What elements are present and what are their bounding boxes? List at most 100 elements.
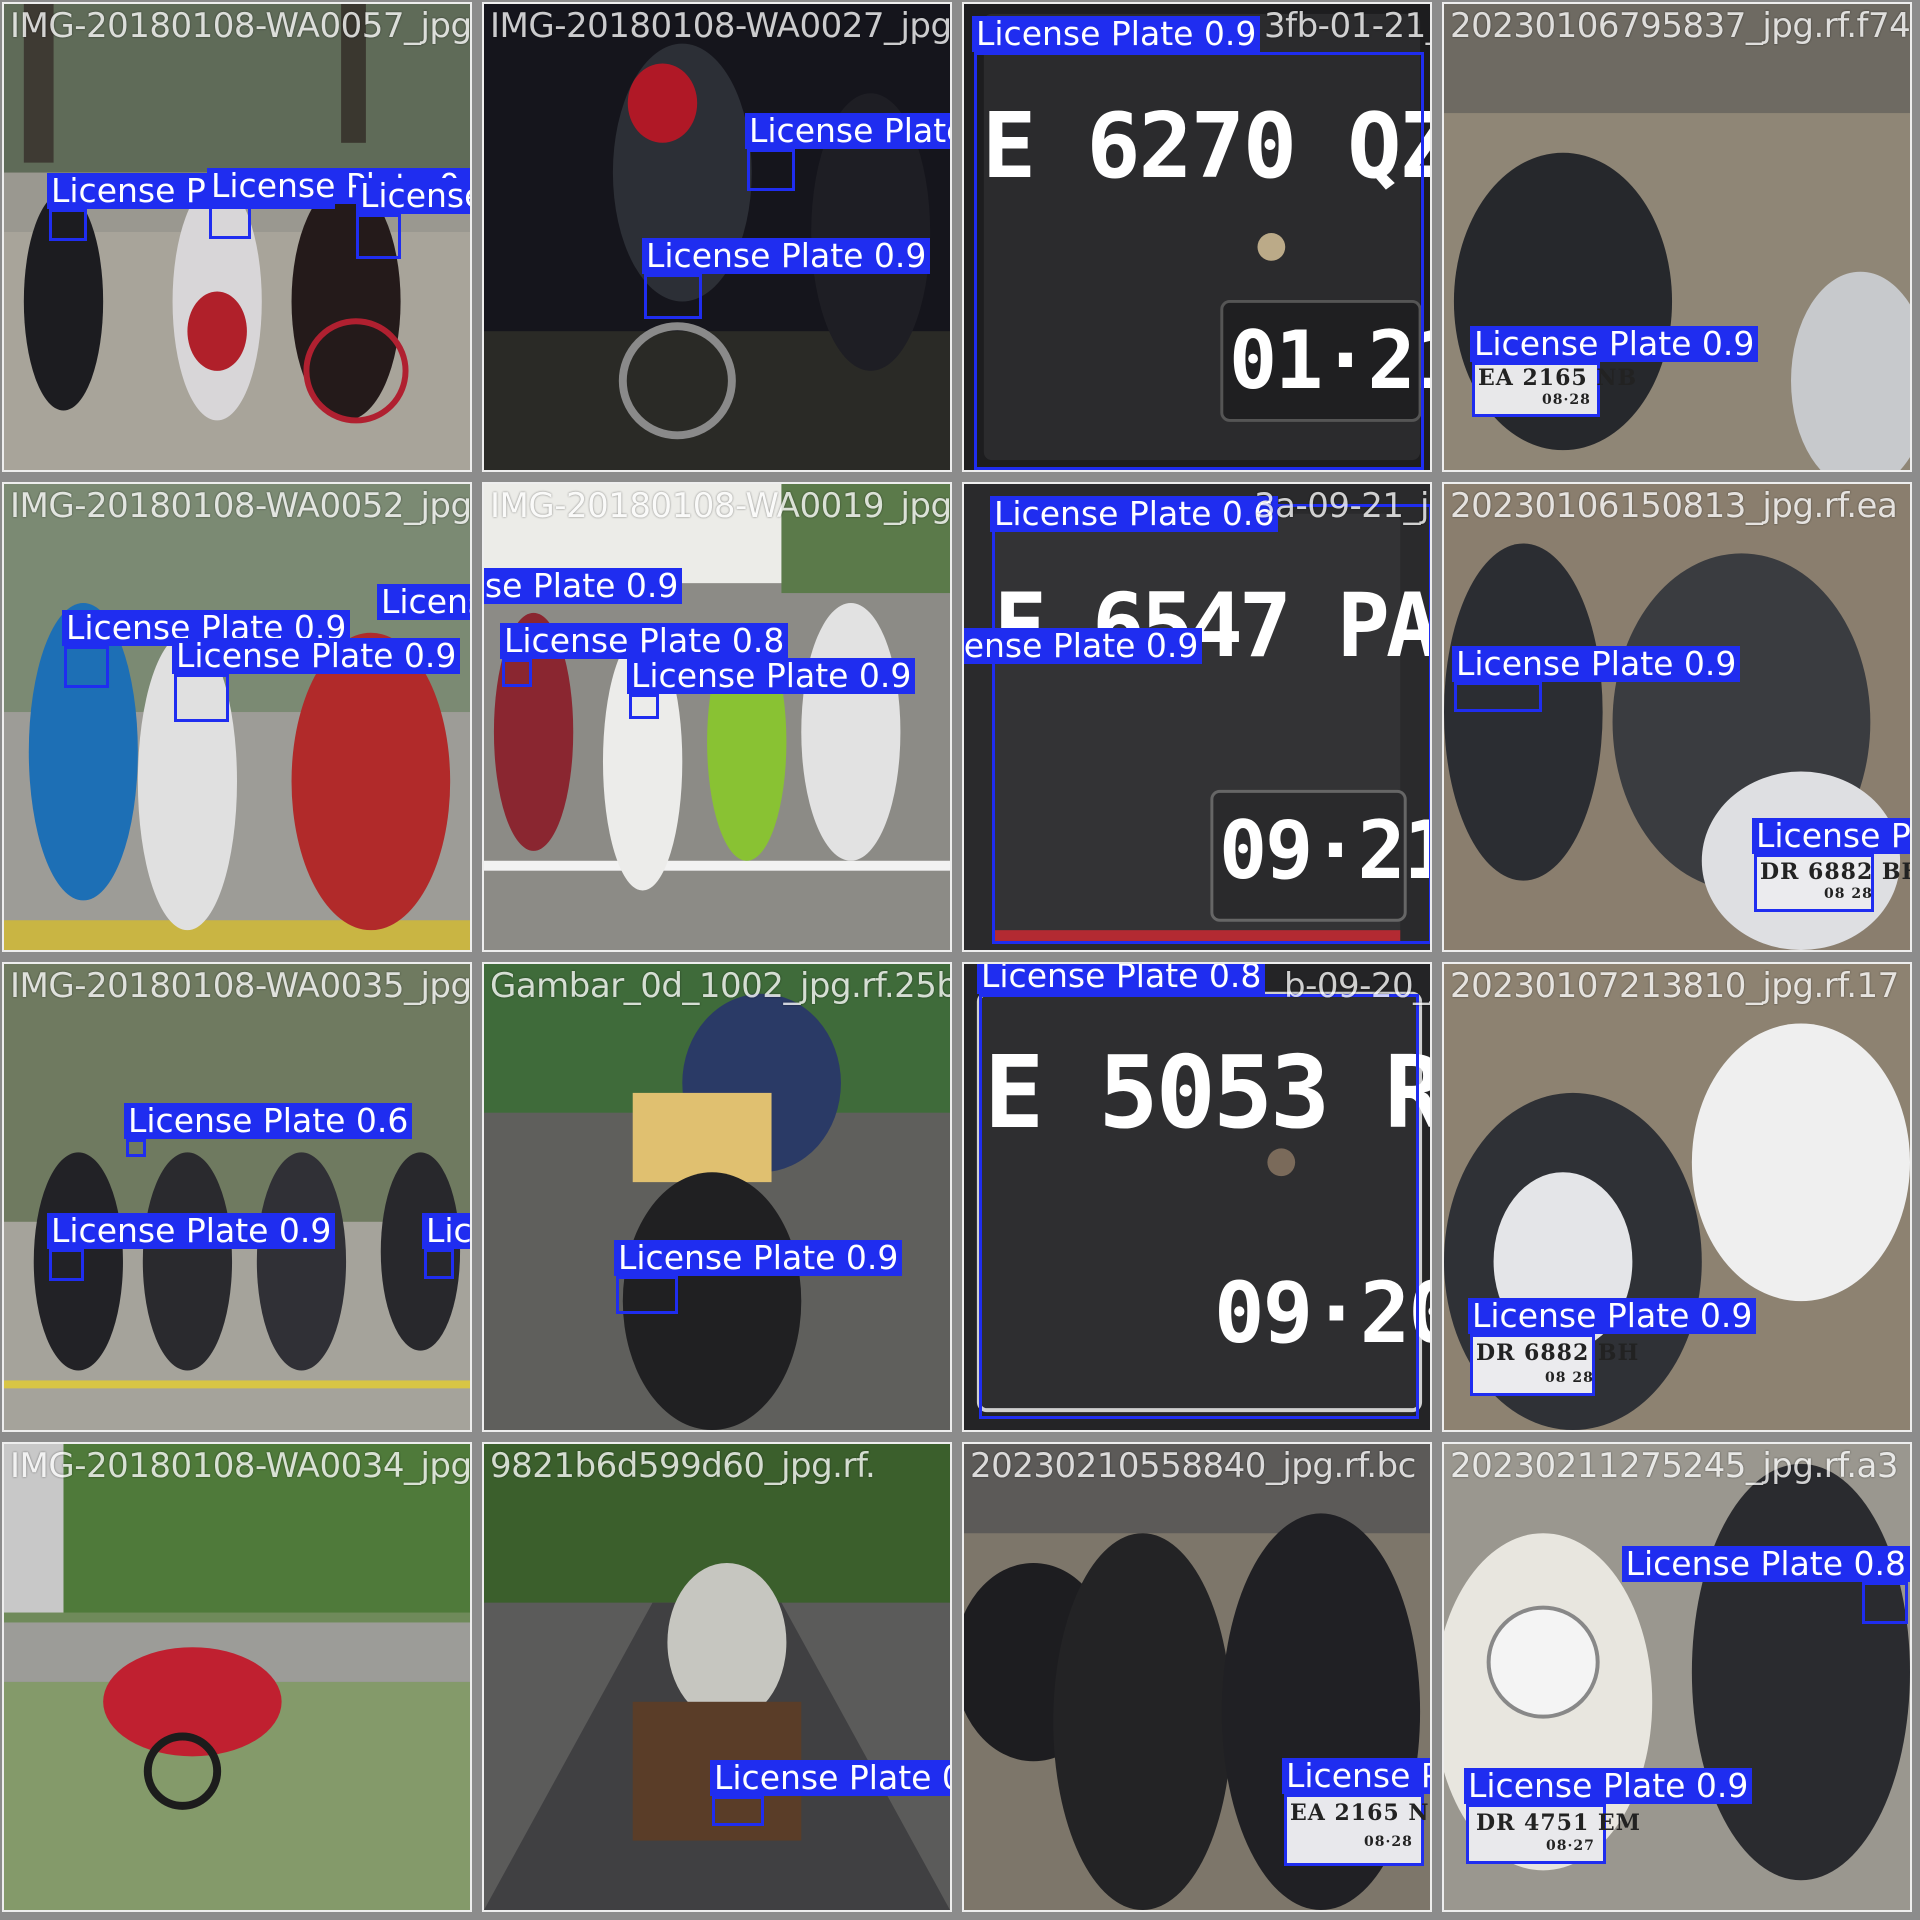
image-filename: IMG-20180108-WA0035_jpg. [10, 966, 472, 1006]
image-filename: 20230211275245_jpg.rf.a3 [1450, 1446, 1899, 1486]
detection-label: License Plate 0.9 [1452, 646, 1741, 682]
detection-box: EA 2165 NB 08·28 License Plate 0.9 [1470, 326, 1759, 417]
detection-label: License Plate 0.5 [422, 1213, 470, 1249]
plate-number: DR 4751 EM [1476, 1810, 1642, 1836]
image-filename: 20230210558840_jpg.rf.bc [970, 1446, 1416, 1486]
bounding-box [209, 204, 251, 239]
plate-date: 09·20 [1214, 1264, 1430, 1362]
detection-label: License Plate 0.9 [377, 584, 470, 620]
parking-photo [4, 4, 470, 470]
bounding-box [747, 149, 795, 191]
scooter-row-photo [484, 484, 950, 950]
bounding-box [126, 1139, 146, 1157]
tile-7: E 6547 PAF 09·21 3a-09-21_jpg.rf. Licens… [962, 482, 1432, 952]
tile-15: 20230210558840_jpg.rf.bc EA 2165 NB 08·2… [962, 1442, 1432, 1912]
bounding-box [992, 504, 1430, 944]
detection-label: License Plate 0.9 [642, 238, 931, 274]
plate-date: 08 28 [1824, 886, 1873, 902]
bounding-box [49, 1249, 84, 1281]
bounding-box [1754, 854, 1874, 912]
detection-box: License Plate 0.9 [207, 168, 470, 239]
plate-date: 01·21 [1229, 314, 1430, 407]
road-rider-photo [484, 964, 950, 1430]
detection-box: DR 6882 BH 08 28 License Plate 0.9 [1468, 1298, 1757, 1396]
image-filename: 9821b6d599d60_jpg.rf. [490, 1446, 876, 1486]
detection-label: License Plate 0.6 [124, 1103, 413, 1139]
detection-box: License Plate 0.9 [614, 1240, 903, 1314]
bounding-box [1284, 1794, 1424, 1866]
detection-label: License Plate 0.9 [614, 1240, 903, 1276]
shaded-parking-photo [1444, 4, 1910, 470]
plate-number: DR 6882 BH [1476, 1340, 1640, 1366]
image-filename: 20230106150813_jpg.rf.ea [1450, 486, 1898, 526]
tile-12: 20230107213810_jpg.rf.17 DR 6882 BH 08 2… [1442, 962, 1912, 1432]
image-filename: IMG-20180108-WA0057_jpg.rf. [10, 6, 472, 46]
detection-box: DR 4751 EM 08·27 License Plate 0.9 [1464, 1768, 1753, 1864]
detection-box: EA 2165 NB 08·28 License Plate 0.9 [1282, 1758, 1430, 1866]
plate-date: 08·27 [1546, 1838, 1595, 1854]
detection-label: License Plate 0.9 [356, 178, 470, 214]
detection-box: License Plate 0.8 [977, 964, 1419, 1419]
night-parking-photo [484, 4, 950, 470]
tile-14: 9821b6d599d60_jpg.rf. License Plate 0.9 [482, 1442, 952, 1912]
bounding-box [502, 659, 532, 687]
bounding-box [974, 52, 1424, 470]
dirtbike-photo [964, 1444, 1430, 1910]
tile-3: E 6270 QZ 01·21 3fb-01-21_jpg.rf. Licens… [962, 2, 1432, 472]
plate-closeup-photo [964, 484, 1430, 950]
detection-label: License Plate 0.9 [627, 658, 916, 694]
plate-closeup-photo [964, 964, 1430, 1430]
tile-16: 20230211275245_jpg.rf.a3 License Plate 0… [1442, 1442, 1912, 1912]
detection-box: License Plate 0.5 [422, 1213, 470, 1279]
parking-lot-photo [4, 484, 470, 950]
detection-box: License Plate 0.9 [47, 1213, 336, 1281]
tile-10: Gambar_0d_1002_jpg.rf.25b License Plate … [482, 962, 952, 1432]
bounding-box [1466, 1804, 1606, 1864]
detection-label: License Plate 0.9 [972, 16, 1261, 52]
plate-number: E 5053 RG [984, 1034, 1430, 1151]
detection-box: License Plate 0.9 [47, 173, 336, 241]
detection-label: License Plate 0.8 [500, 623, 789, 659]
bounding-box [1454, 682, 1542, 712]
detection-label: License Plate 0.9 [1468, 1298, 1757, 1334]
tile-8: 20230106150813_jpg.rf.ea License Plate 0… [1442, 482, 1912, 952]
bounding-box [644, 274, 702, 319]
plate-date: 08·28 [1364, 1834, 1413, 1850]
bounding-box [174, 674, 229, 722]
detection-box: DR 6882 BH 08 28 License Plate 0.9 [1752, 818, 1910, 912]
bounding-box [1472, 362, 1600, 417]
detection-box: License Plate 0.9 [62, 610, 351, 688]
plate-number: DR 6882 BH [1760, 859, 1912, 885]
detection-box: License Plate 0.9 [972, 16, 1424, 470]
bounding-box [1862, 1582, 1908, 1624]
detection-box: License Plate 0.6 [990, 496, 1430, 944]
bounding-box [616, 1276, 678, 1314]
detection-box: License Plate 0.9 [172, 638, 461, 722]
detection-label: License Plate 0.9 [1282, 1758, 1430, 1794]
detection-label: License Plate 0.9 [964, 628, 1203, 664]
tile-6: IMG-20180108-WA0019_jpg. License Plate 0… [482, 482, 952, 952]
image-filename: 3a-09-21_jpg.rf. [1254, 486, 1430, 526]
detection-box: License Plate 0.8 [1621, 1546, 1910, 1624]
image-filename: IMG-20180108-WA0034_jpg. [10, 1446, 472, 1486]
detection-label: License Plate 0.9 [1470, 326, 1759, 362]
detection-label: License Plate 0.9 [172, 638, 461, 674]
tile-1: IMG-20180108-WA0057_jpg.rf. License Plat… [2, 2, 472, 472]
garden-motorcycle-photo [4, 1444, 470, 1910]
detection-box: License Plate 0.9 [377, 584, 470, 620]
image-filename: b-09-20_jpg.rf. [1284, 966, 1430, 1006]
detection-box: License Plate 0.9 [642, 238, 931, 319]
detection-box: License Plate 0.6 [124, 1103, 413, 1157]
detection-label: License Plate 0.6 [990, 496, 1279, 532]
image-filename: 20230106795837_jpg.rf.f74 [1450, 6, 1911, 46]
image-filename: Gambar_0d_1002_jpg.rf.25b [490, 966, 952, 1006]
bounding-box [629, 694, 659, 719]
plate-number: EA 2165 NB [1290, 1800, 1430, 1826]
plate-date: 08 28 [1545, 1370, 1594, 1386]
bounding-box [1470, 1334, 1595, 1396]
image-filename: IMG-20180108-WA0052_jpg.rf. [10, 486, 472, 526]
detection-label: License Plate 0.9 [47, 1213, 336, 1249]
plate-date: 09·21 [1219, 804, 1432, 897]
detection-box: License Plate 0.9 [627, 658, 916, 719]
